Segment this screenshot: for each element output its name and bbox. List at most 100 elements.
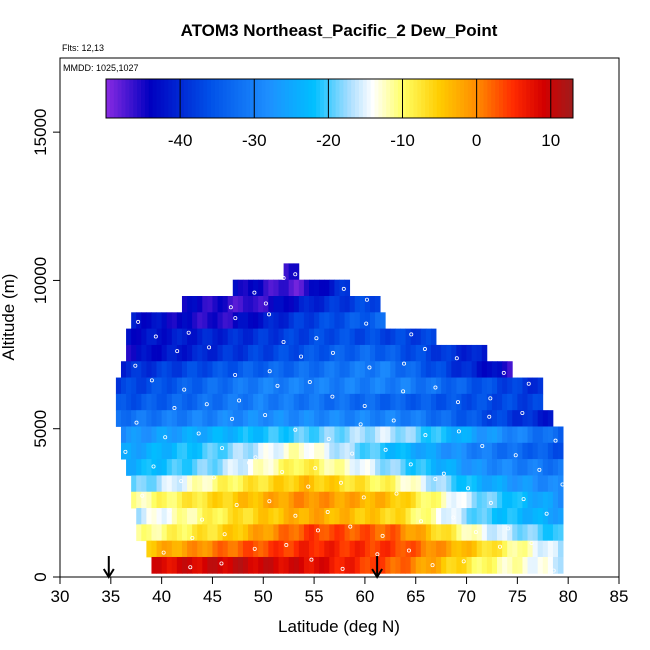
heatmap-cell	[146, 377, 152, 395]
heatmap-cell	[232, 491, 239, 509]
heatmap-cell	[278, 279, 284, 297]
heatmap-cell	[400, 508, 406, 525]
heatmap-cell	[309, 312, 315, 330]
heatmap-cell	[354, 442, 361, 460]
heatmap-cell	[171, 328, 178, 346]
heatmap-cell	[202, 491, 208, 509]
heatmap-cell	[171, 459, 178, 476]
heatmap-cell	[141, 475, 147, 493]
heatmap-cell	[222, 344, 229, 362]
heatmap-cell	[126, 426, 132, 444]
colorbar-segment	[491, 79, 496, 118]
heatmap-cell	[126, 328, 132, 346]
heatmap-cell	[227, 475, 234, 493]
heatmap-cell	[522, 508, 528, 525]
heatmap-cell	[517, 540, 523, 558]
heatmap-cell	[410, 410, 417, 427]
heatmap-cell	[436, 508, 442, 525]
heatmap-cell	[207, 475, 213, 493]
sample-point	[560, 482, 565, 487]
heatmap-cell	[522, 459, 528, 476]
chart-title: ATOM3 Northeast_Pacific_2 Dew_Point	[181, 21, 498, 40]
heatmap-cell	[151, 312, 157, 330]
heatmap-cell	[400, 459, 406, 476]
heatmap-cell	[181, 491, 188, 509]
heatmap-cell	[263, 279, 269, 297]
heatmap-cell	[187, 426, 193, 444]
heatmap-cell	[298, 508, 305, 525]
heatmap-cell	[288, 377, 295, 395]
heatmap-cell	[212, 377, 218, 395]
heatmap-cell	[491, 556, 498, 574]
colorbar-segment	[432, 79, 438, 118]
heatmap-cell	[237, 442, 244, 460]
heatmap-cell	[181, 296, 188, 313]
heatmap-cell	[405, 556, 412, 574]
heatmap-cell	[329, 312, 335, 330]
x-tick-label: 30	[51, 587, 70, 606]
heatmap-cell	[131, 426, 137, 444]
sample-point	[497, 544, 502, 549]
heatmap-cell	[364, 328, 371, 346]
heatmap-cell	[217, 344, 224, 362]
colorbar-segment	[506, 79, 512, 118]
colorbar-segment	[238, 79, 243, 118]
heatmap-cell	[156, 361, 163, 378]
heatmap-cell	[476, 508, 483, 525]
colorbar-segment	[534, 79, 539, 118]
heatmap-cell	[151, 344, 157, 362]
colorbar-segment	[288, 79, 294, 118]
heatmap-cell	[497, 442, 503, 460]
heatmap-cell	[207, 540, 213, 558]
heatmap-cell	[359, 442, 366, 460]
heatmap-cell	[253, 475, 259, 493]
sample-point	[391, 418, 396, 423]
heatmap-cell	[161, 508, 168, 525]
heatmap-cell	[420, 491, 427, 509]
colorbar-segment	[417, 79, 422, 118]
heatmap-cell	[242, 459, 249, 476]
heatmap-cell	[430, 556, 437, 574]
heatmap-cell	[202, 312, 208, 330]
heatmap-cell	[278, 459, 284, 476]
heatmap-cell	[410, 508, 417, 525]
colorbar-segment	[331, 79, 337, 118]
heatmap-cell	[349, 556, 356, 574]
heatmap-cell	[502, 442, 508, 460]
heatmap-cell	[314, 312, 320, 330]
heatmap-cell	[303, 508, 310, 525]
heatmap-cell	[319, 344, 325, 362]
heatmap-cell	[339, 524, 345, 542]
heatmap-cell	[217, 410, 224, 427]
heatmap-cell	[192, 312, 198, 330]
heatmap-cell	[248, 344, 254, 362]
heatmap-cell	[522, 524, 528, 542]
heatmap-cell	[314, 393, 320, 411]
heatmap-cell	[187, 410, 193, 427]
heatmap-cell	[187, 296, 193, 313]
sample-point	[219, 561, 224, 566]
heatmap-cell	[364, 540, 371, 558]
heatmap-cell	[527, 442, 534, 460]
heatmap-cell	[319, 540, 325, 558]
heatmap-cell	[171, 410, 178, 427]
sample-point	[367, 365, 372, 370]
heatmap-cell	[385, 442, 391, 460]
heatmap-cell	[156, 328, 163, 346]
heatmap-cell	[405, 475, 412, 493]
heatmap-cell	[242, 524, 249, 542]
heatmap-cell	[146, 426, 152, 444]
heatmap-cell	[197, 344, 203, 362]
heatmap-cell	[476, 475, 483, 493]
heatmap-cell	[156, 459, 163, 476]
heatmap-cell	[258, 475, 264, 493]
heatmap-cell	[334, 540, 340, 558]
heatmap-cell	[502, 508, 508, 525]
heatmap-cell	[126, 361, 132, 378]
heatmap-cell	[522, 442, 528, 460]
heatmap-cell	[542, 508, 549, 525]
heatmap-cell	[415, 524, 422, 542]
heatmap-cell	[156, 524, 163, 542]
heatmap-cell	[293, 410, 300, 427]
heatmap-cell	[456, 410, 462, 427]
